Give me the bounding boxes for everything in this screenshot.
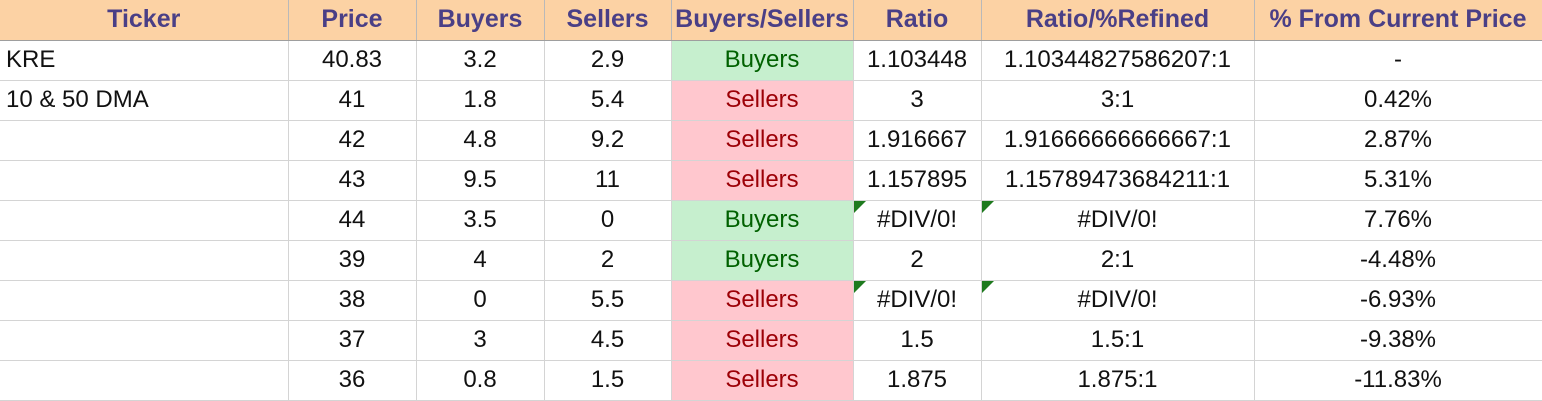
cell-price[interactable]: 42 <box>288 120 417 161</box>
cell-buyers-sellers[interactable]: Sellers <box>671 320 854 361</box>
table-row: 42 4.8 9.2 Sellers 1.916667 1.91666666666667:… <box>0 120 1542 161</box>
header-buyers[interactable]: Buyers <box>416 0 545 41</box>
cell-ticker[interactable] <box>0 320 289 361</box>
cell-ratio[interactable]: #DIV/0! <box>853 200 982 241</box>
cell-sellers[interactable]: 9.2 <box>544 120 672 161</box>
cell-buyers-sellers[interactable]: Sellers <box>671 80 854 121</box>
cell-from-current-price[interactable]: -9.38% <box>1254 320 1542 361</box>
cell-sellers[interactable]: 0 <box>544 200 672 241</box>
cell-buyers-sellers[interactable]: Sellers <box>671 360 854 401</box>
cell-buyers-sellers[interactable]: Sellers <box>671 160 854 201</box>
cell-buyers-sellers[interactable]: Sellers <box>671 280 854 321</box>
error-indicator-icon <box>981 280 994 293</box>
cell-ratio[interactable]: #DIV/0! <box>853 280 982 321</box>
cell-ratio[interactable]: 1.916667 <box>853 120 982 161</box>
table-row: 39 4 2 Buyers 2 2:1 -4.48% <box>0 240 1542 281</box>
cell-ticker[interactable] <box>0 240 289 281</box>
table-row: 38 0 5.5 Sellers #DIV/0! #DIV/0! -6.93% <box>0 280 1542 321</box>
cell-from-current-price[interactable]: 0.42% <box>1254 80 1542 121</box>
cell-from-current-price[interactable]: 5.31% <box>1254 160 1542 201</box>
table-row: 44 3.5 0 Buyers #DIV/0! #DIV/0! 7.76% <box>0 200 1542 241</box>
cell-buyers-sellers[interactable]: Buyers <box>671 200 854 241</box>
table-row: 10 & 50 DMA 41 1.8 5.4 Sellers 3 3:1 0.42% <box>0 80 1542 121</box>
cell-from-current-price[interactable]: 7.76% <box>1254 200 1542 241</box>
cell-buyers[interactable]: 3 <box>416 320 545 361</box>
cell-sellers[interactable]: 2 <box>544 240 672 281</box>
cell-ratio-refined[interactable]: 1.5:1 <box>981 320 1255 361</box>
cell-ratio-refined[interactable]: #DIV/0! <box>981 200 1255 241</box>
header-row: Ticker Price Buyers Sellers Buyers/Selle… <box>0 0 1542 41</box>
cell-ratio-refined[interactable]: 2:1 <box>981 240 1255 281</box>
cell-ratio[interactable]: 3 <box>853 80 982 121</box>
cell-sellers[interactable]: 11 <box>544 160 672 201</box>
cell-ratio[interactable]: 1.5 <box>853 320 982 361</box>
cell-buyers[interactable]: 0.8 <box>416 360 545 401</box>
cell-price[interactable]: 36 <box>288 360 417 401</box>
cell-price[interactable]: 37 <box>288 320 417 361</box>
cell-ratio-refined[interactable]: #DIV/0! <box>981 280 1255 321</box>
cell-buyers[interactable]: 0 <box>416 280 545 321</box>
cell-ticker[interactable] <box>0 360 289 401</box>
cell-ticker[interactable] <box>0 200 289 241</box>
cell-price[interactable]: 44 <box>288 200 417 241</box>
cell-ratio[interactable]: 1.157895 <box>853 160 982 201</box>
header-sellers[interactable]: Sellers <box>544 0 672 41</box>
cell-ticker[interactable]: 10 & 50 DMA <box>0 80 289 121</box>
cell-buyers-sellers[interactable]: Buyers <box>671 240 854 281</box>
cell-buyers[interactable]: 3.5 <box>416 200 545 241</box>
cell-price[interactable]: 40.83 <box>288 40 417 81</box>
cell-sellers[interactable]: 1.5 <box>544 360 672 401</box>
header-ratio-refined[interactable]: Ratio/%Refined <box>981 0 1255 41</box>
cell-ratio-refined[interactable]: 1.91666666666667:1 <box>981 120 1255 161</box>
cell-ticker[interactable] <box>0 120 289 161</box>
cell-from-current-price[interactable]: -6.93% <box>1254 280 1542 321</box>
header-from-current-price[interactable]: % From Current Price <box>1254 0 1542 41</box>
table-row: KRE 40.83 3.2 2.9 Buyers 1.103448 1.1034482758… <box>0 40 1542 81</box>
table-row: 36 0.8 1.5 Sellers 1.875 1.875:1 -11.83% <box>0 360 1542 401</box>
cell-price[interactable]: 38 <box>288 280 417 321</box>
error-indicator-icon <box>853 280 866 293</box>
cell-ratio-refined[interactable]: 1.15789473684211:1 <box>981 160 1255 201</box>
cell-ticker[interactable] <box>0 160 289 201</box>
cell-price[interactable]: 39 <box>288 240 417 281</box>
cell-sellers[interactable]: 5.4 <box>544 80 672 121</box>
cell-buyers[interactable]: 1.8 <box>416 80 545 121</box>
cell-buyers[interactable]: 4 <box>416 240 545 281</box>
header-ticker[interactable]: Ticker <box>0 0 289 41</box>
cell-ticker[interactable]: KRE <box>0 40 289 81</box>
cell-ratio-refined[interactable]: 1.10344827586207:1 <box>981 40 1255 81</box>
cell-buyers[interactable]: 4.8 <box>416 120 545 161</box>
table-row: 37 3 4.5 Sellers 1.5 1.5:1 -9.38% <box>0 320 1542 361</box>
cell-sellers[interactable]: 5.5 <box>544 280 672 321</box>
cell-ratio[interactable]: 1.875 <box>853 360 982 401</box>
error-indicator-icon <box>853 200 866 213</box>
cell-price[interactable]: 41 <box>288 80 417 121</box>
cell-buyers-sellers[interactable]: Sellers <box>671 120 854 161</box>
cell-ratio-refined[interactable]: 3:1 <box>981 80 1255 121</box>
header-buyers-sellers[interactable]: Buyers/Sellers <box>671 0 854 41</box>
cell-ratio[interactable]: 1.103448 <box>853 40 982 81</box>
cell-from-current-price[interactable]: 2.87% <box>1254 120 1542 161</box>
cell-buyers-sellers[interactable]: Buyers <box>671 40 854 81</box>
cell-from-current-price[interactable]: - <box>1254 40 1542 81</box>
header-ratio[interactable]: Ratio <box>853 0 982 41</box>
cell-price[interactable]: 43 <box>288 160 417 201</box>
cell-ratio-refined[interactable]: 1.875:1 <box>981 360 1255 401</box>
cell-from-current-price[interactable]: -11.83% <box>1254 360 1542 401</box>
cell-buyers[interactable]: 9.5 <box>416 160 545 201</box>
table-row: 43 9.5 11 Sellers 1.157895 1.15789473684211:1… <box>0 160 1542 201</box>
cell-sellers[interactable]: 2.9 <box>544 40 672 81</box>
cell-from-current-price[interactable]: -4.48% <box>1254 240 1542 281</box>
cell-ratio[interactable]: 2 <box>853 240 982 281</box>
cell-sellers[interactable]: 4.5 <box>544 320 672 361</box>
cell-buyers[interactable]: 3.2 <box>416 40 545 81</box>
header-price[interactable]: Price <box>288 0 417 41</box>
error-indicator-icon <box>981 200 994 213</box>
cell-ticker[interactable] <box>0 280 289 321</box>
